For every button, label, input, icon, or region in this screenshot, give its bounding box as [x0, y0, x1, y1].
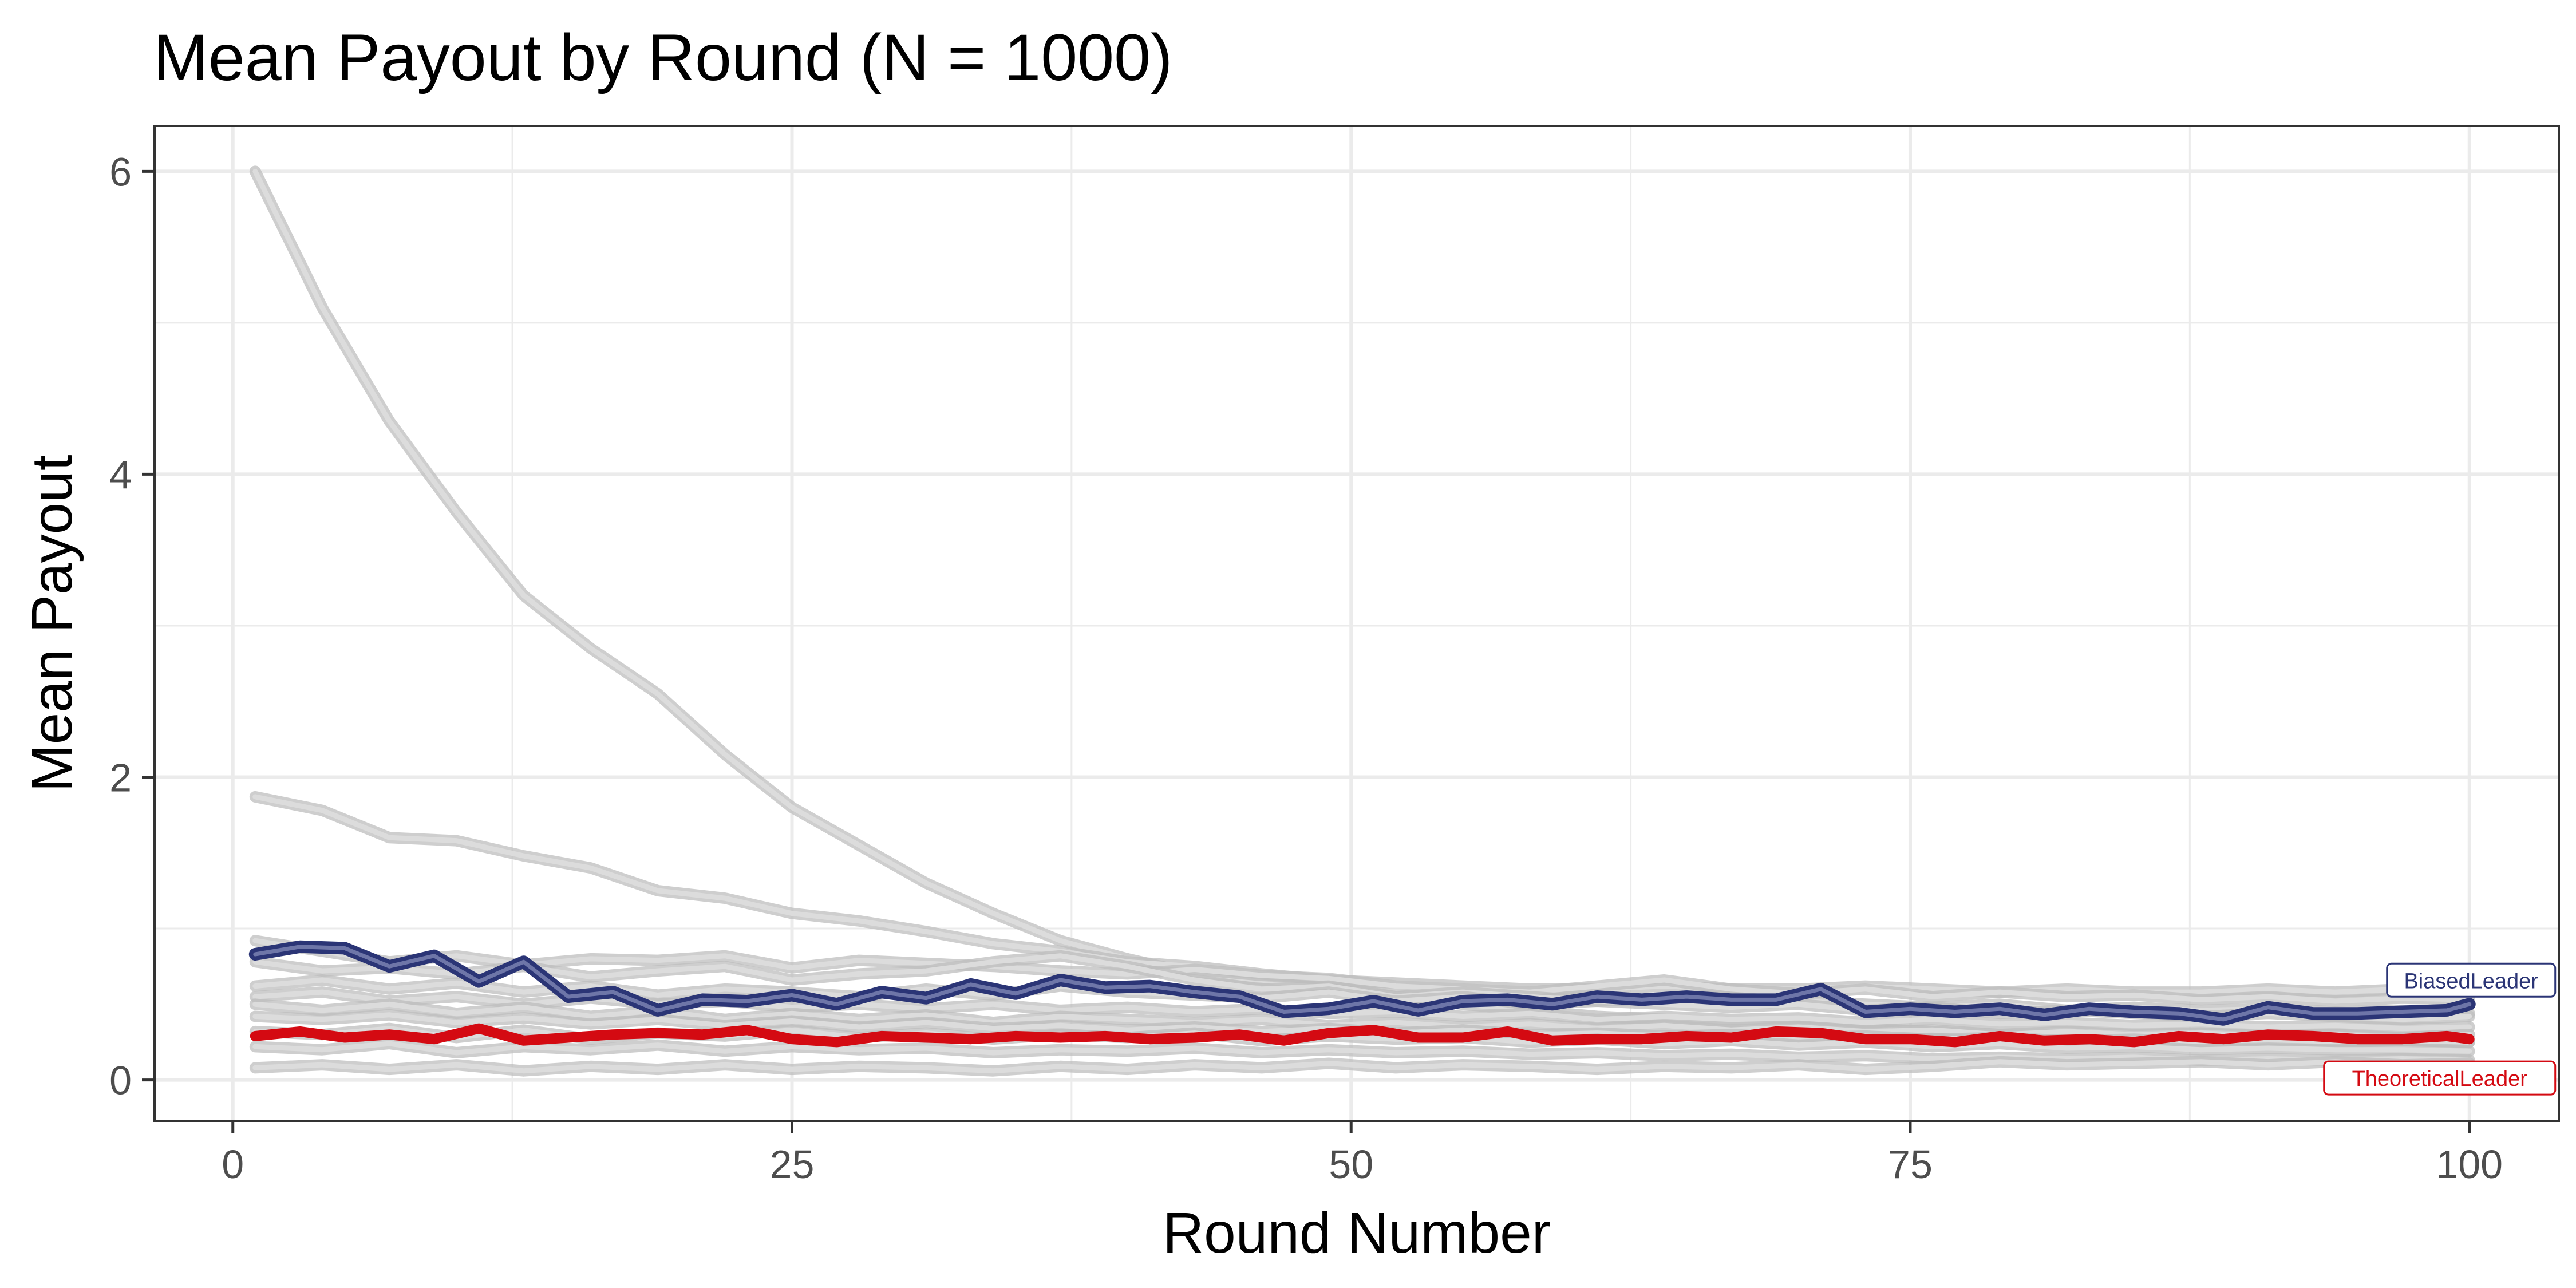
y-tick-label: 4: [109, 452, 132, 497]
x-tick-label: 50: [1329, 1142, 1373, 1187]
background-series-line: [249, 998, 2475, 1044]
line-label-text: TheoreticalLeader: [2352, 1067, 2528, 1091]
minor-gridlines: [155, 126, 2559, 1121]
y-tick-label: 6: [109, 149, 132, 194]
chart-panel: BiasedLeader TheoreticalLeader: [153, 125, 2560, 1122]
panel-border: [153, 125, 2560, 1122]
chart-title: Mean Payout by Round (N = 1000): [153, 21, 1172, 94]
series-line-TheoreticalLeader: [250, 1023, 2475, 1048]
background-series-line: [249, 1056, 2475, 1077]
x-tick-label: 75: [1888, 1142, 1933, 1187]
background-series-line: [249, 1038, 2475, 1066]
y-axis-title: Mean Payout: [20, 455, 84, 792]
x-tick-label: 100: [2436, 1142, 2503, 1187]
series-line-BiasedLeader: [248, 940, 2476, 1026]
line-labels: BiasedLeader TheoreticalLeader: [2323, 962, 2557, 1096]
line-label-text: BiasedLeader: [2404, 969, 2538, 993]
y-tick-label: 2: [109, 756, 132, 800]
x-tick-label: 25: [770, 1142, 815, 1187]
line-label-TheoreticalLeader: TheoreticalLeader: [2323, 1060, 2557, 1096]
background-series-line: [249, 935, 2475, 1007]
x-axis-title: Round Number: [1163, 1201, 1551, 1265]
line-label-BiasedLeader: BiasedLeader: [2386, 962, 2557, 998]
x-tick-label: 0: [222, 1142, 244, 1187]
y-axis: 0 2 4 6: [109, 149, 155, 1103]
x-axis: 0 25 50 75 100: [222, 1121, 2503, 1187]
y-tick-label: 0: [109, 1058, 132, 1103]
highlight-series: [248, 940, 2476, 1048]
major-gridlines: [155, 126, 2559, 1121]
